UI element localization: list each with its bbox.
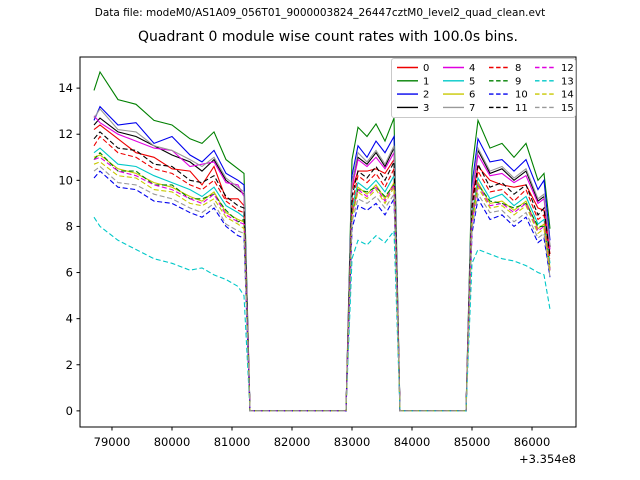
series-line-2 [93, 105, 551, 412]
x-tick-label: 83000 [334, 435, 371, 449]
y-axis: 0 2 4 6 8 10 12 14 [58, 81, 80, 418]
series-line-13 [93, 216, 551, 412]
legend-item-3: 3 [397, 103, 429, 114]
series-line-12 [93, 156, 551, 412]
series-line-11 [93, 131, 551, 412]
legend-item-12: 12 [535, 63, 574, 74]
x-axis-offset-label: +3.354e8 [519, 452, 576, 466]
series-line-1 [93, 70, 551, 412]
series-line-3 [93, 117, 551, 412]
y-tick-label: 14 [58, 81, 73, 95]
x-tick-label: 80000 [154, 435, 191, 449]
series-line-10 [93, 170, 551, 412]
series-line-9 [93, 151, 551, 412]
legend-item-11: 11 [489, 103, 528, 114]
legend-item-7: 7 [443, 103, 475, 114]
legend-item-10: 10 [489, 90, 528, 101]
legend-label: 14 [561, 90, 574, 101]
x-axis: 79000 80000 81000 82000 83000 84000 85000 86000… [94, 427, 576, 466]
series-line-4 [93, 115, 551, 412]
x-tick-label: 86000 [514, 435, 551, 449]
series-line-14 [93, 161, 551, 412]
axes-frame [79, 56, 577, 428]
legend-label: 5 [469, 76, 475, 87]
legend-item-6: 6 [443, 90, 475, 101]
y-tick-label: 10 [58, 173, 73, 187]
legend-label: 12 [561, 63, 574, 74]
legend-label: 9 [515, 76, 521, 87]
y-tick-label: 6 [66, 266, 73, 280]
series-line-8 [93, 135, 551, 412]
series-line-0 [93, 124, 551, 412]
legend-label: 1 [423, 76, 429, 87]
legend-label: 2 [423, 90, 429, 101]
legend-label: 6 [469, 90, 475, 101]
series-line-7 [93, 107, 551, 412]
legend-label: 4 [469, 63, 475, 74]
legend-item-8: 8 [489, 63, 521, 74]
series-line-15 [93, 165, 551, 412]
x-tick-label: 85000 [454, 435, 491, 449]
x-tick-label: 84000 [394, 435, 431, 449]
x-tick-label: 79000 [94, 435, 131, 449]
legend-label: 13 [561, 76, 574, 87]
series-line-5 [93, 147, 551, 412]
x-tick-label: 82000 [274, 435, 311, 449]
legend-label: 3 [423, 103, 429, 114]
y-tick-label: 2 [66, 358, 73, 372]
legend-item-14: 14 [535, 90, 574, 101]
legend-label: 7 [469, 103, 475, 114]
legend-item-1: 1 [397, 76, 429, 87]
legend-item-15: 15 [535, 103, 574, 114]
series-lines [93, 70, 551, 412]
chart-title: Quadrant 0 module wise count rates with … [138, 29, 518, 45]
legend-label: 10 [515, 90, 528, 101]
legend-label: 15 [561, 103, 574, 114]
legend-item-2: 2 [397, 90, 429, 101]
legend-item-9: 9 [489, 76, 521, 87]
y-tick-label: 0 [66, 404, 73, 418]
y-tick-label: 4 [66, 312, 73, 326]
y-tick-label: 8 [66, 219, 73, 233]
legend-label: 8 [515, 63, 521, 74]
legend-item-5: 5 [443, 76, 475, 87]
legend-item-13: 13 [535, 76, 574, 87]
legend-frame [391, 58, 576, 118]
legend-item-4: 4 [443, 63, 475, 74]
data-file-label: Data file: modeM0/AS1A09_056T01_90000038… [94, 7, 546, 19]
legend-item-0: 0 [397, 63, 429, 74]
y-tick-label: 12 [58, 127, 73, 141]
legend-label: 11 [515, 103, 528, 114]
x-tick-label: 81000 [214, 435, 251, 449]
legend-label: 0 [423, 63, 429, 74]
series-line-6 [93, 154, 551, 412]
